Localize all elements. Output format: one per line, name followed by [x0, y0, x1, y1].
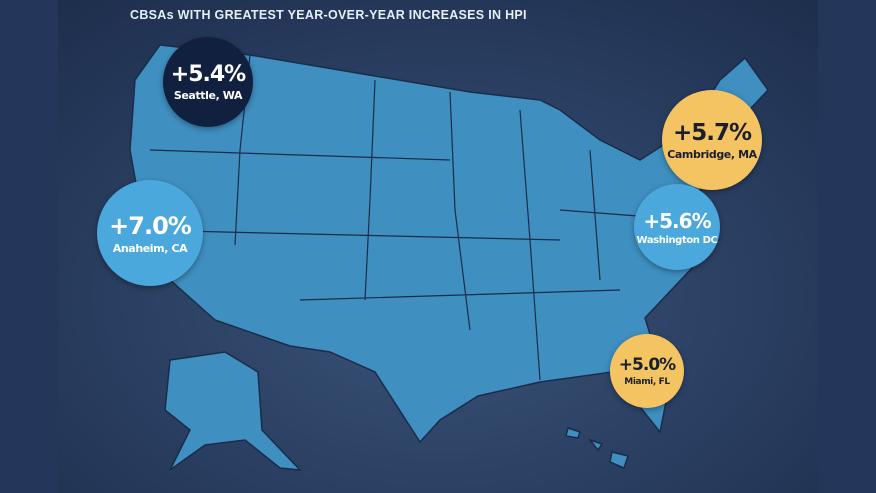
marker-pct: +5.7% [672, 119, 752, 146]
marker-pct: +5.6% [643, 208, 711, 233]
marker-cambridge: +5.7% Cambridge, MA [662, 90, 762, 190]
marker-city: Washington DC [636, 234, 718, 246]
marker-anaheim: +7.0% Anaheim, CA [97, 180, 203, 286]
marker-city: Seattle, WA [173, 89, 243, 102]
hawaii [565, 427, 629, 470]
marker-seattle: +5.4% Seattle, WA [163, 37, 253, 127]
alaska [164, 351, 302, 471]
marker-miami: +5.0% Miami, FL [610, 334, 684, 408]
chart-title: CBSAs WITH GREATEST YEAR-OVER-YEAR INCRE… [130, 8, 527, 22]
right-border [818, 0, 876, 493]
marker-washington: +5.6% Washington DC [634, 184, 720, 270]
left-border [0, 0, 58, 493]
marker-city: Anaheim, CA [112, 241, 188, 255]
marker-pct: +5.0% [618, 355, 676, 375]
state-borders [139, 54, 691, 381]
marker-pct: +7.0% [109, 211, 192, 240]
marker-city: Cambridge, MA [667, 147, 757, 161]
marker-city: Miami, FL [624, 377, 670, 387]
marker-pct: +5.4% [170, 62, 246, 87]
